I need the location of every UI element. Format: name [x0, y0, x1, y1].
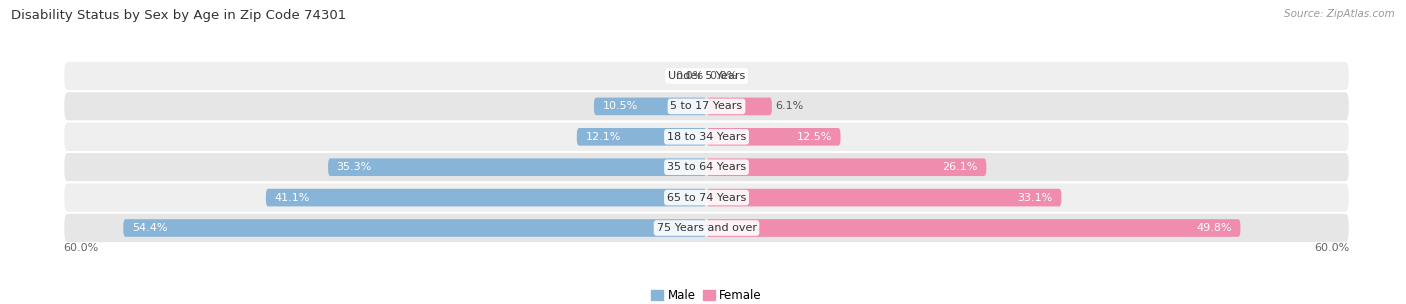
- FancyBboxPatch shape: [707, 189, 1062, 206]
- Text: 54.4%: 54.4%: [132, 223, 167, 233]
- FancyBboxPatch shape: [63, 213, 1350, 243]
- FancyBboxPatch shape: [63, 61, 1350, 91]
- FancyBboxPatch shape: [63, 152, 1350, 182]
- Text: Under 5 Years: Under 5 Years: [668, 71, 745, 81]
- Text: 18 to 34 Years: 18 to 34 Years: [666, 132, 747, 142]
- Text: 60.0%: 60.0%: [1315, 243, 1350, 253]
- Text: 49.8%: 49.8%: [1197, 223, 1232, 233]
- Text: 35 to 64 Years: 35 to 64 Years: [666, 162, 747, 172]
- FancyBboxPatch shape: [266, 189, 707, 206]
- FancyBboxPatch shape: [707, 128, 841, 146]
- Text: 41.1%: 41.1%: [274, 193, 309, 202]
- Text: 75 Years and over: 75 Years and over: [657, 223, 756, 233]
- Text: Disability Status by Sex by Age in Zip Code 74301: Disability Status by Sex by Age in Zip C…: [11, 9, 346, 22]
- Text: 12.1%: 12.1%: [585, 132, 620, 142]
- FancyBboxPatch shape: [328, 158, 707, 176]
- Text: 0.0%: 0.0%: [675, 71, 703, 81]
- FancyBboxPatch shape: [707, 219, 1240, 237]
- FancyBboxPatch shape: [63, 182, 1350, 213]
- FancyBboxPatch shape: [63, 91, 1350, 122]
- Text: 33.1%: 33.1%: [1018, 193, 1053, 202]
- Text: 12.5%: 12.5%: [797, 132, 832, 142]
- Text: 60.0%: 60.0%: [63, 243, 98, 253]
- FancyBboxPatch shape: [576, 128, 707, 146]
- FancyBboxPatch shape: [124, 219, 707, 237]
- Text: 10.5%: 10.5%: [603, 102, 638, 111]
- Text: 26.1%: 26.1%: [942, 162, 977, 172]
- Text: Source: ZipAtlas.com: Source: ZipAtlas.com: [1284, 9, 1395, 19]
- FancyBboxPatch shape: [593, 98, 707, 115]
- FancyBboxPatch shape: [63, 122, 1350, 152]
- Text: 6.1%: 6.1%: [775, 102, 803, 111]
- FancyBboxPatch shape: [707, 158, 987, 176]
- Text: 0.0%: 0.0%: [710, 71, 738, 81]
- Legend: Male, Female: Male, Female: [647, 284, 766, 304]
- Text: 5 to 17 Years: 5 to 17 Years: [671, 102, 742, 111]
- Text: 65 to 74 Years: 65 to 74 Years: [666, 193, 747, 202]
- FancyBboxPatch shape: [707, 98, 772, 115]
- Text: 35.3%: 35.3%: [336, 162, 373, 172]
